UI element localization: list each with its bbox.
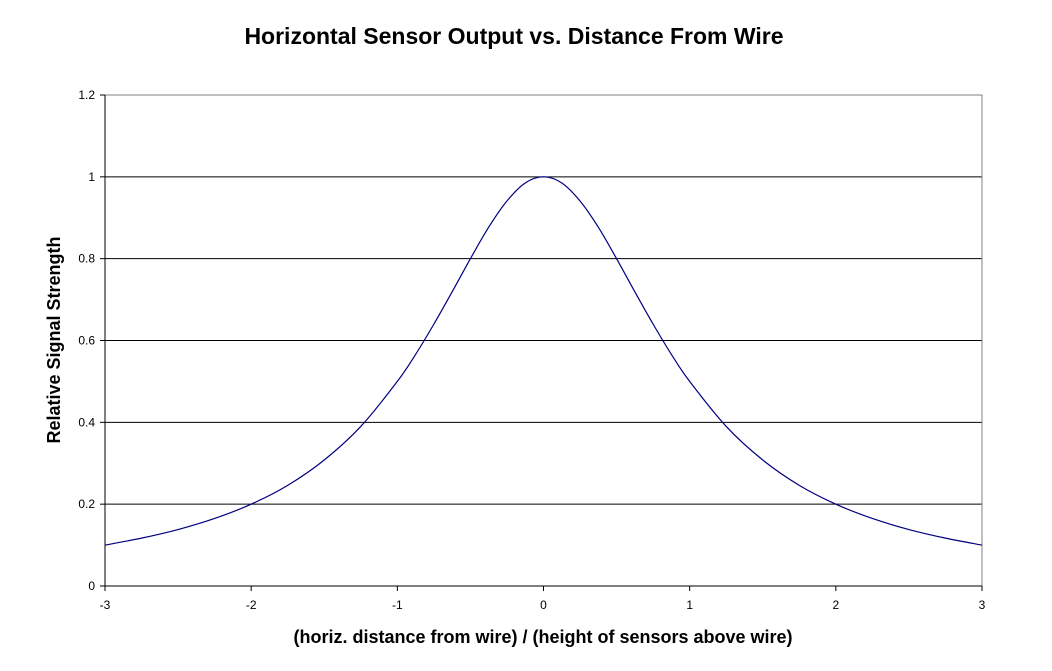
- x-axis-label: (horiz. distance from wire) / (height of…: [293, 627, 792, 647]
- y-tick-label: 1: [88, 170, 95, 184]
- y-tick-label: 1.2: [78, 88, 95, 102]
- x-tick-label: -2: [246, 598, 257, 612]
- x-axis-ticks: -3 -2 -1 0 1 2 3: [100, 586, 986, 612]
- x-tick-label: 2: [832, 598, 839, 612]
- x-tick-label: 0: [540, 598, 547, 612]
- y-axis-ticks: 0 0.2 0.4 0.6 0.8 1 1.2: [78, 88, 105, 593]
- x-tick-label: 1: [686, 598, 693, 612]
- chart-title: Horizontal Sensor Output vs. Distance Fr…: [244, 23, 783, 49]
- x-tick-label: 3: [979, 598, 986, 612]
- y-tick-label: 0.6: [78, 334, 95, 348]
- y-tick-label: 0.2: [78, 497, 95, 511]
- plot-area: -3 -2 -1 0 1 2 3 0 0.2 0.4 0.6 0.8 1 1.2: [78, 88, 985, 612]
- y-tick-label: 0.8: [78, 252, 95, 266]
- x-tick-label: -3: [100, 598, 111, 612]
- series-line: [104, 176, 983, 546]
- y-axis-label: Relative Signal Strength: [44, 236, 64, 443]
- series-group: [104, 176, 983, 546]
- x-tick-label: -1: [392, 598, 403, 612]
- y-tick-label: 0: [88, 579, 95, 593]
- y-tick-label: 0.4: [78, 415, 95, 429]
